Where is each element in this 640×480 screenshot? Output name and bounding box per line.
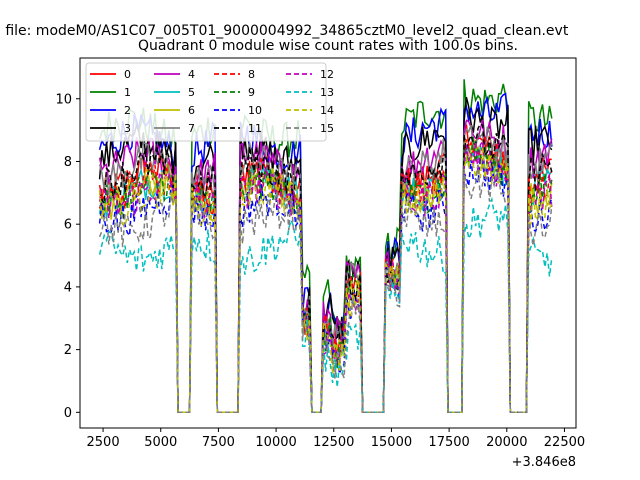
figure-suptitle: n file: modeM0/AS1C07_005T01_9000004992_… — [0, 23, 569, 39]
legend-label-8: 8 — [248, 68, 255, 81]
legend-label-11: 11 — [248, 122, 262, 135]
legend-label-9: 9 — [248, 86, 255, 99]
x-tick-label-3: 10000 — [255, 435, 296, 450]
legend-box — [85, 62, 327, 142]
legend-label-7: 7 — [188, 122, 195, 135]
series-layer — [98, 79, 553, 414]
x-offset-label: +3.846e8 — [512, 455, 576, 470]
legend-label-6: 6 — [188, 104, 195, 117]
y-tick-label-0: 0 — [64, 406, 72, 421]
legend-label-2: 2 — [124, 104, 131, 117]
x-tick-label-4: 12500 — [313, 435, 354, 450]
y-tick-label-2: 4 — [64, 280, 72, 295]
x-tick-label-6: 17500 — [428, 435, 469, 450]
y-axis: 0 2 4 6 8 10 — [55, 92, 80, 421]
legend-label-5: 5 — [188, 86, 195, 99]
legend-label-12: 12 — [320, 68, 334, 81]
y-tick-label-1: 2 — [64, 343, 72, 358]
x-tick-label-1: 5000 — [144, 435, 177, 450]
x-tick-label-7: 20000 — [486, 435, 527, 450]
x-axis: 2500 5000 7500 10000 12500 15000 17500 20000 225… — [87, 428, 585, 450]
x-tick-label-5: 15000 — [371, 435, 412, 450]
x-tick-label-2: 7500 — [202, 435, 235, 450]
y-tick-label-5: 10 — [55, 92, 72, 107]
legend-label-15: 15 — [320, 122, 334, 135]
legend-label-13: 13 — [320, 86, 334, 99]
y-tick-label-3: 6 — [64, 218, 72, 233]
x-tick-label-8: 22500 — [544, 435, 585, 450]
legend-label-1: 1 — [124, 86, 131, 99]
legend-label-0: 0 — [124, 68, 131, 81]
x-tick-label-0: 2500 — [87, 435, 120, 450]
series-line-9 — [99, 136, 553, 414]
y-tick-label-4: 8 — [64, 155, 72, 170]
legend-label-3: 3 — [124, 122, 131, 135]
axes-frame — [79, 57, 577, 429]
chart-title: Quadrant 0 module wise count rates with … — [138, 38, 518, 54]
legend-label-4: 4 — [188, 68, 195, 81]
legend-label-10: 10 — [248, 104, 262, 117]
plot-area — [79, 57, 577, 429]
series-line-13 — [98, 196, 553, 414]
series-line-1 — [98, 79, 553, 414]
legend-label-14: 14 — [320, 104, 334, 117]
